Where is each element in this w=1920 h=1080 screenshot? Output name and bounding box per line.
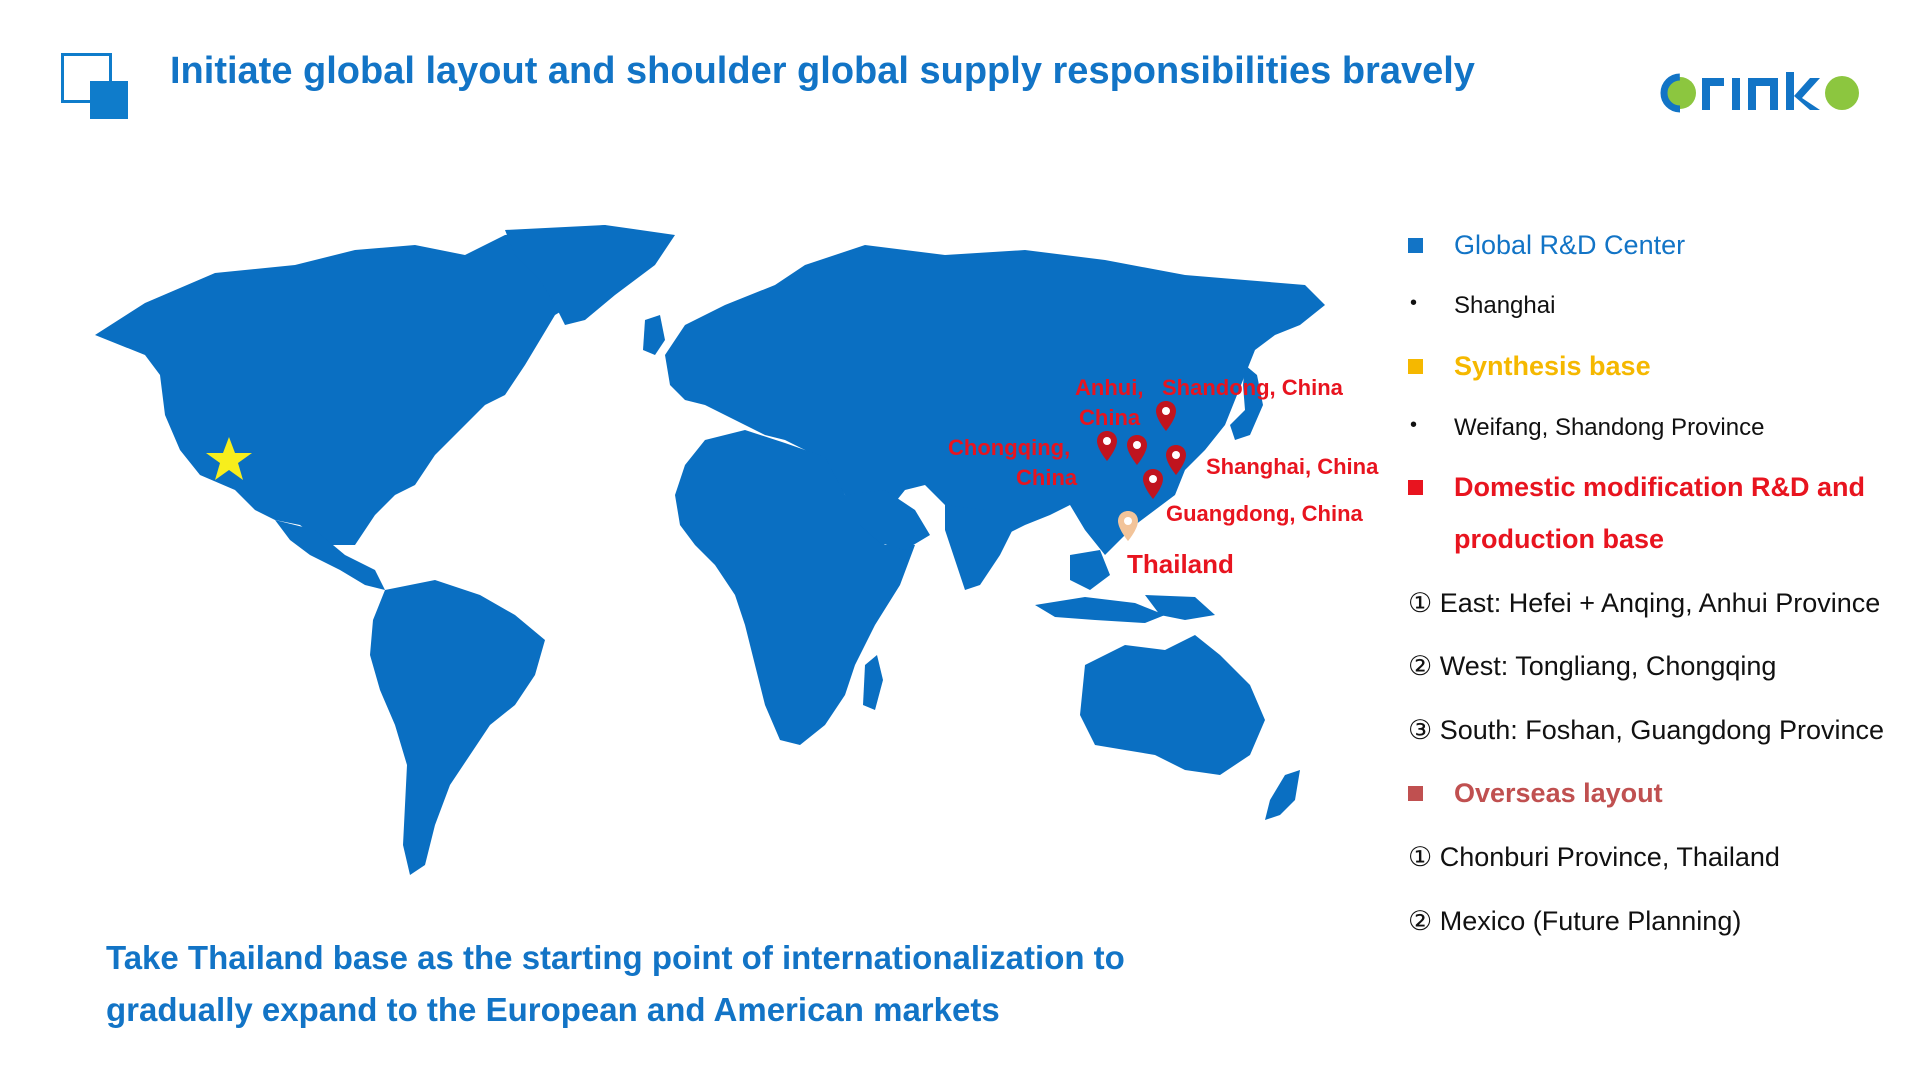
uk-shape — [643, 315, 665, 355]
map-pin-icon-chongqing — [1097, 431, 1117, 461]
new-guinea-shape — [1145, 595, 1215, 620]
south-america-shape — [370, 580, 545, 875]
new-zealand-shape — [1265, 770, 1300, 820]
world-map — [95, 225, 1325, 875]
map-pin-icon-anhui — [1127, 435, 1147, 465]
indonesia-shape — [1035, 597, 1165, 623]
map-label-chongqing-line2: China — [1016, 465, 1078, 490]
madagascar-shape — [863, 655, 883, 710]
map-label-shanghai: Shanghai, China — [1206, 454, 1379, 479]
map-label-guangdong: Guangdong, China — [1166, 501, 1363, 526]
map-label-anhui-line1: Anhui, — [1075, 375, 1144, 400]
star-marker-icon — [206, 437, 252, 480]
central-america-shape — [275, 520, 385, 590]
map-label-chongqing-line1: Chongqing, — [948, 435, 1071, 460]
map-pin-icon-guangdong — [1143, 469, 1163, 499]
footer-line-1: Take Thailand base as the starting point… — [106, 939, 1125, 976]
legend-square-icon-darkred — [1408, 786, 1423, 801]
footer-line-2: gradually expand to the European and Ame… — [106, 991, 1000, 1028]
india-shape — [945, 505, 1015, 590]
africa-shape — [675, 430, 915, 745]
greenland-shape — [505, 225, 675, 325]
orinko-logo — [1660, 72, 1859, 113]
arabia-shape — [845, 490, 930, 550]
map-pin-icon-shanghai — [1166, 445, 1186, 475]
legend-square-icon-red — [1408, 480, 1423, 495]
continents — [95, 225, 1325, 875]
australia-shape — [1080, 635, 1265, 775]
page-title: Initiate global layout and shoulder glob… — [170, 50, 1475, 92]
header-squares-icon — [61, 53, 129, 119]
map-pin-icon-thailand — [1118, 511, 1138, 541]
map-pin-icon-shandong — [1156, 401, 1176, 431]
map-label-shandong: Shandong, China — [1162, 375, 1343, 400]
japan-shape — [1230, 365, 1263, 440]
legend-square-icon-blue — [1408, 238, 1423, 253]
bullet-dot-icon: • — [1410, 292, 1418, 314]
map-label-anhui-line2: China — [1079, 405, 1141, 430]
bullet-dot-icon: • — [1410, 414, 1418, 436]
footer-statement: Take Thailand base as the starting point… — [106, 932, 1296, 1036]
legend-square-icon-yellow — [1408, 359, 1423, 374]
borneo-shape — [1070, 550, 1110, 590]
map-label-thailand: Thailand — [1127, 549, 1234, 579]
